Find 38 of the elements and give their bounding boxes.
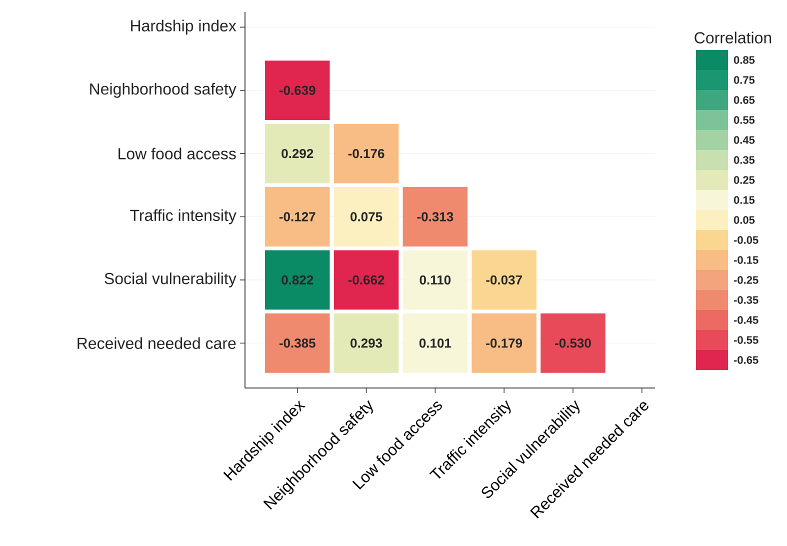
data-label: -0.176 <box>348 148 384 158</box>
color-bar-label: 0.05 <box>734 216 755 224</box>
data-label: 0.822 <box>282 275 314 285</box>
color-bar-label: -0.55 <box>734 336 758 344</box>
data-label: -0.662 <box>348 275 384 285</box>
data-label: -0.179 <box>486 338 522 348</box>
y-tick-label: Received needed care <box>78 337 236 350</box>
data-label: -0.313 <box>417 212 454 222</box>
color-bar-label: 0.85 <box>734 56 755 64</box>
color-bar-label: 0.15 <box>734 196 755 204</box>
color-bar-label: 0.45 <box>734 136 755 144</box>
color-bar-label: 0.35 <box>734 156 755 164</box>
color-bar-label: -0.15 <box>734 256 758 264</box>
color-bar-label: -0.45 <box>734 316 758 324</box>
y-tick-label: Hardship index <box>131 20 236 35</box>
data-label: -0.385 <box>279 338 316 348</box>
data-label: 0.292 <box>282 148 314 158</box>
data-label: -0.639 <box>279 86 316 95</box>
data-label: 0.101 <box>419 338 452 348</box>
data-label: 0.110 <box>420 275 451 285</box>
data-label: -0.530 <box>555 338 591 348</box>
color-bar-label: 0.25 <box>734 176 755 184</box>
color-bar-label: -0.35 <box>734 296 758 304</box>
data-label: 0.293 <box>350 338 382 348</box>
y-tick-label: Neighborhood safety <box>90 82 236 98</box>
color-bar-label: -0.65 <box>734 356 758 364</box>
data-label: -0.037 <box>486 275 522 285</box>
y-tick-label: Social vulnerability <box>104 272 236 288</box>
data-label: -0.127 <box>279 212 316 222</box>
color-bar-title: Correlation <box>694 32 772 44</box>
y-tick-label: Traffic intensity <box>130 209 236 224</box>
color-bar-label: -0.05 <box>734 236 758 244</box>
color-bar-label: 0.55 <box>734 116 755 124</box>
color-bar-label: 0.75 <box>734 76 755 84</box>
y-tick-label: Low food access <box>118 148 236 160</box>
color-bar-label: -0.25 <box>734 276 758 284</box>
data-label: 0.075 <box>350 212 382 222</box>
color-bar-label: 0.65 <box>734 96 755 104</box>
